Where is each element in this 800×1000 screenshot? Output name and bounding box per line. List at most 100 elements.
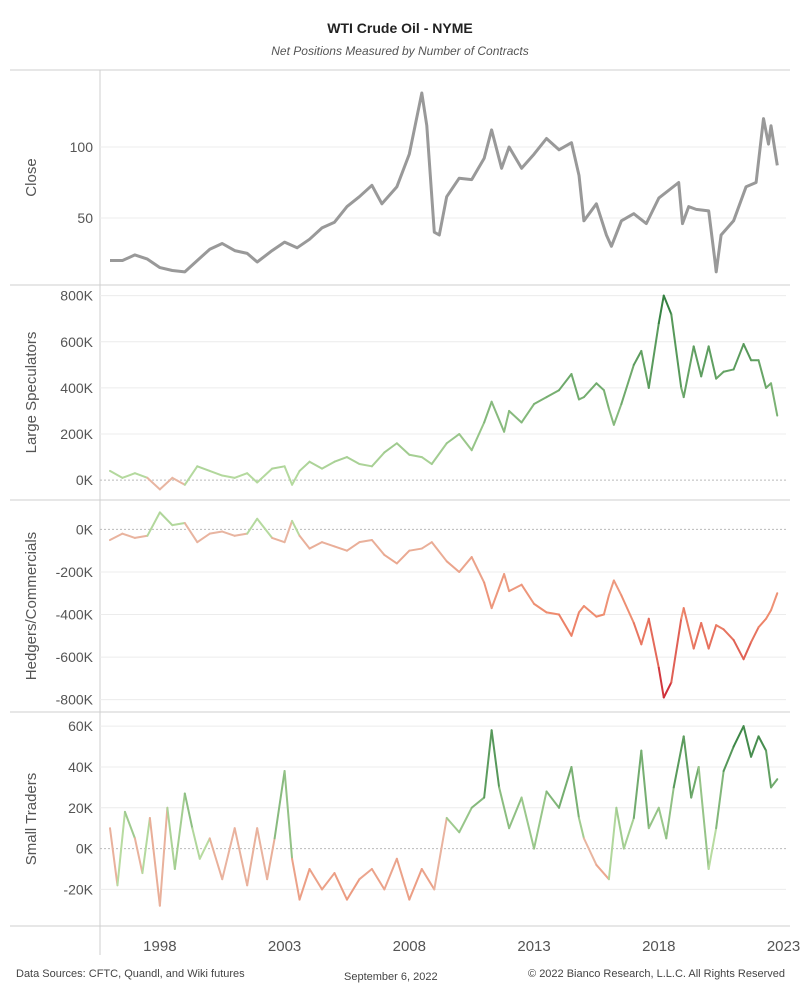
y-tick-label: -20K bbox=[63, 881, 93, 897]
small_traders-segment bbox=[420, 867, 436, 891]
small_traders-segment bbox=[732, 725, 745, 748]
large_speculators-segment bbox=[670, 313, 683, 389]
hedgers_commercials-segment bbox=[640, 617, 650, 646]
hedgers_commercials-segment bbox=[196, 532, 211, 544]
large_speculators-segment bbox=[640, 349, 650, 389]
small_traders-segment bbox=[370, 867, 386, 891]
large_speculators-segment bbox=[657, 294, 665, 325]
small_traders-segment bbox=[166, 806, 176, 870]
x-tick-label: 2018 bbox=[642, 938, 675, 955]
small_traders-segment bbox=[458, 806, 473, 834]
y-tick-label: 0K bbox=[76, 521, 94, 537]
large_speculators-segment bbox=[700, 345, 710, 378]
large_speculators-segment bbox=[692, 345, 703, 378]
large_speculators-segment bbox=[408, 453, 423, 459]
hedgers_commercials-segment bbox=[256, 517, 274, 539]
large_speculators-segment bbox=[490, 400, 506, 433]
hedgers_commercials-segment bbox=[146, 511, 161, 537]
large_speculators-segment bbox=[647, 322, 660, 389]
hedgers_commercials-segment bbox=[757, 617, 768, 629]
large_speculators-segment bbox=[508, 409, 523, 424]
small_traders-segment bbox=[433, 816, 448, 891]
hedgers_commercials-segment bbox=[707, 624, 718, 650]
large_speculators-segment bbox=[662, 294, 673, 316]
small_traders-segment bbox=[198, 837, 211, 860]
small_traders-segment bbox=[266, 837, 276, 881]
large_speculators-segment bbox=[557, 373, 573, 392]
small_traders-segment bbox=[508, 796, 523, 830]
small_traders-segment bbox=[408, 867, 423, 901]
small_traders-segment bbox=[490, 729, 501, 789]
small_traders-segment bbox=[533, 790, 548, 850]
hedgers_commercials-segment bbox=[662, 681, 673, 699]
hedgers_commercials-segment bbox=[221, 530, 236, 537]
hedgers_commercials-segment bbox=[750, 626, 760, 644]
chart-title: WTI Crude Oil - NYME bbox=[327, 20, 473, 36]
y-tick-label: 100 bbox=[70, 139, 94, 155]
x-tick-label: 1998 bbox=[143, 938, 176, 955]
small_traders-segment bbox=[333, 872, 348, 901]
hedgers_commercials-segment bbox=[383, 553, 398, 565]
large_speculators-segment bbox=[707, 345, 718, 380]
large_speculators-segment bbox=[602, 389, 610, 410]
y-tick-label: -800K bbox=[56, 692, 94, 708]
hedgers_commercials-segment bbox=[233, 532, 249, 537]
hedgers_commercials-segment bbox=[647, 617, 660, 669]
hedgers_commercials-segment bbox=[208, 530, 224, 535]
hedgers_commercials-segment bbox=[692, 622, 703, 650]
hedgers_commercials-segment bbox=[158, 511, 174, 527]
large_speculators-segment bbox=[715, 370, 725, 380]
small_traders-segment bbox=[256, 827, 269, 881]
hedgers_commercials-segment bbox=[283, 519, 294, 544]
hedgers_commercials-segment bbox=[570, 611, 580, 637]
y-tick-label: 200K bbox=[60, 426, 93, 442]
small_traders-segment bbox=[108, 827, 119, 887]
hedgers_commercials-segment bbox=[483, 581, 493, 610]
hedgers_commercials-segment bbox=[557, 613, 573, 637]
large_speculators-segment bbox=[682, 345, 695, 399]
hedgers_commercials-segment bbox=[370, 539, 386, 556]
y-tick-label: -600K bbox=[56, 649, 94, 665]
hedgers_commercials-segment bbox=[291, 519, 301, 537]
x-tick-label: 2008 bbox=[393, 938, 426, 955]
large_speculators-segment bbox=[208, 469, 224, 477]
small_traders-segment bbox=[321, 872, 336, 891]
large_speculators-segment bbox=[483, 400, 493, 424]
small_traders-segment bbox=[682, 735, 693, 799]
hedgers_commercials-segment bbox=[715, 624, 725, 631]
hedgers_commercials-segment bbox=[632, 622, 643, 646]
large_speculators-segment bbox=[271, 465, 286, 470]
small_traders-segment bbox=[672, 735, 685, 789]
small_traders-segment bbox=[116, 810, 126, 887]
hedgers_commercials-segment bbox=[298, 534, 311, 550]
large_speculators-segment bbox=[283, 465, 294, 486]
large_speculators-segment bbox=[256, 467, 274, 484]
hedgers_commercials-segment bbox=[121, 532, 136, 539]
small_traders-segment bbox=[383, 857, 398, 891]
chart-subtitle: Net Positions Measured by Number of Cont… bbox=[271, 44, 529, 58]
small_traders-segment bbox=[273, 770, 286, 840]
hedgers_commercials-segment bbox=[602, 594, 610, 616]
small_traders-segment bbox=[750, 735, 760, 758]
small_traders-segment bbox=[697, 765, 710, 870]
large_speculators-segment bbox=[722, 368, 735, 373]
y-tick-label: 50 bbox=[77, 210, 93, 226]
copyright-notice: © 2022 Bianco Research, L.L.C. All Right… bbox=[528, 968, 785, 980]
large_speculators-segment bbox=[246, 472, 259, 484]
hedgers_commercials-segment bbox=[682, 607, 695, 650]
small_traders-segment bbox=[742, 725, 753, 758]
y-tick-label: 20K bbox=[68, 800, 94, 816]
large_speculators-segment bbox=[607, 407, 615, 426]
large_speculators-segment bbox=[395, 442, 411, 456]
small_traders-segment bbox=[657, 806, 668, 840]
large_speculators-segment bbox=[308, 460, 324, 470]
large_speculators-segment bbox=[757, 359, 768, 389]
large_speculators-segment bbox=[732, 343, 745, 371]
small_traders-segment bbox=[283, 770, 294, 860]
small_traders-segment bbox=[640, 749, 650, 830]
small_traders-segment bbox=[173, 792, 186, 870]
large_speculators-segment bbox=[595, 382, 605, 392]
large_speculators-segment bbox=[121, 472, 136, 479]
hedgers_commercials-segment bbox=[271, 536, 286, 544]
